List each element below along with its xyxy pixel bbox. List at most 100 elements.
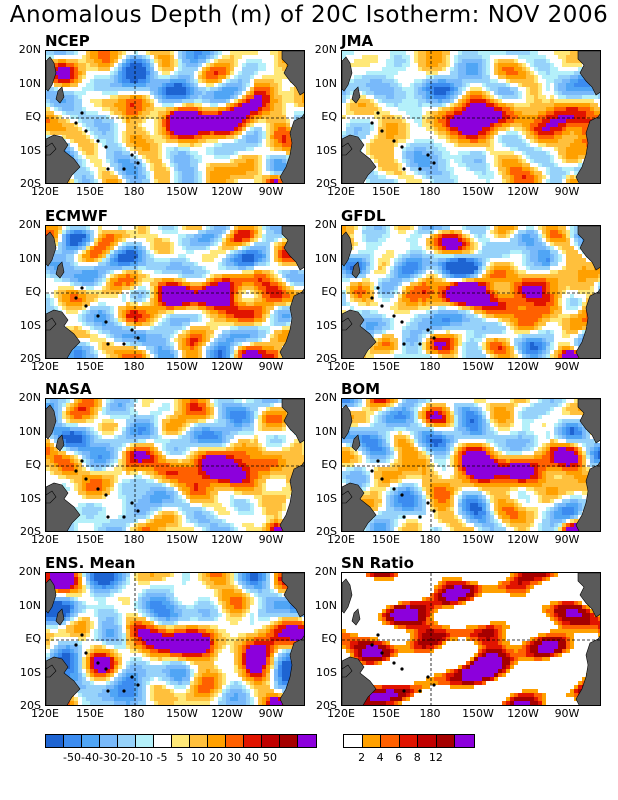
land-mass	[342, 56, 353, 92]
land-mass	[55, 434, 65, 452]
lon-tick-label: 150E	[76, 533, 104, 546]
colorbar-label: 10	[191, 751, 205, 764]
island	[136, 161, 140, 165]
colorbar-label: -5	[156, 751, 168, 764]
lon-tick-label: 150E	[372, 185, 400, 198]
lat-tick-label: 20N	[314, 391, 337, 404]
lat-tick-label: 10N	[18, 598, 41, 612]
lat-tick-label: 10N	[18, 76, 41, 90]
colorbar-swatch	[64, 735, 82, 747]
heatmap-field	[342, 226, 600, 358]
island	[418, 342, 422, 346]
island	[74, 469, 78, 473]
lon-tick-label: 90W	[258, 707, 284, 720]
lon-tick-label: 150E	[372, 360, 400, 373]
heatmap-field	[46, 573, 304, 705]
panel-title: BOM	[341, 380, 381, 398]
island	[432, 509, 436, 513]
colorbar-swatch	[298, 735, 316, 747]
lat-tick-label: 20N	[314, 565, 337, 578]
lon-tick-label: 120E	[327, 185, 355, 198]
colorbar-swatch	[436, 735, 456, 747]
colorbar-label: -20	[117, 751, 135, 764]
lon-tick-label: 120W	[507, 707, 539, 720]
island	[418, 167, 422, 171]
lon-tick-label: 150W	[462, 533, 494, 546]
land-mass	[55, 86, 65, 104]
lon-tick-label: 90W	[554, 707, 580, 720]
colorbar-swatch	[82, 735, 100, 747]
island	[432, 336, 436, 340]
land-mass	[575, 635, 600, 705]
lat-tick-label: 20S	[20, 525, 41, 538]
lon-tick-label: 180	[123, 360, 145, 373]
colorbar-swatch	[344, 735, 363, 747]
lon-tick-label: 150W	[166, 533, 198, 546]
lat-tick-label: 20N	[18, 391, 41, 404]
colorbar-label: 50	[263, 751, 277, 764]
lat-tick-label: 20S	[316, 699, 337, 712]
island	[106, 689, 110, 693]
island	[400, 493, 404, 497]
lat-tick-label: 20S	[316, 177, 337, 190]
lon-tick-label: 90W	[554, 185, 580, 198]
island	[418, 689, 422, 693]
island	[122, 515, 126, 519]
colorbar-label: 4	[376, 751, 384, 764]
lon-tick-label: 120E	[31, 707, 59, 720]
lon-tick-label: 150W	[462, 185, 494, 198]
lat-tick-label: 10N	[314, 76, 337, 90]
lat-tick-label: 10S	[316, 665, 337, 679]
land-mass	[281, 51, 304, 96]
lat-tick-label: 20N	[18, 565, 41, 578]
lat-tick-label: 20S	[20, 177, 41, 190]
colorbar-label: 40	[245, 751, 259, 764]
lat-tick-label: EQ	[25, 458, 41, 471]
lat-tick-label: 20S	[316, 525, 337, 538]
lon-tick-label: 120W	[211, 360, 243, 373]
land-mass	[46, 578, 57, 614]
lon-tick-label: 90W	[554, 360, 580, 373]
anomaly-colorbar	[45, 734, 317, 748]
island	[122, 342, 126, 346]
colorbar-swatch	[226, 735, 244, 747]
island	[392, 314, 396, 318]
island	[122, 167, 126, 171]
island	[426, 501, 430, 505]
colorbar-swatch	[46, 735, 64, 747]
colorbar-label: -40	[81, 751, 99, 764]
land-mass	[342, 490, 353, 504]
colorbar-swatch	[172, 735, 190, 747]
colorbar-swatch	[418, 735, 437, 747]
island	[106, 167, 110, 171]
panel-gfdl	[341, 225, 601, 359]
panel-ens-mean	[45, 572, 305, 706]
land-mass	[577, 573, 600, 618]
island	[400, 320, 404, 324]
lat-tick-label: 10N	[314, 424, 337, 438]
lon-tick-label: 120E	[31, 360, 59, 373]
colorbar-label: 30	[227, 751, 241, 764]
land-mass	[351, 86, 361, 104]
island	[84, 129, 88, 133]
island	[402, 689, 406, 693]
heatmap-field	[342, 51, 600, 183]
lat-tick-label: 20N	[18, 218, 41, 231]
colorbar-swatch	[154, 735, 172, 747]
land-mass	[46, 490, 57, 504]
colorbar-swatch	[100, 735, 118, 747]
panel-ecmwf	[45, 225, 305, 359]
colorbar-swatch	[280, 735, 298, 747]
land-mass	[46, 56, 57, 92]
lon-tick-label: 150E	[76, 360, 104, 373]
lon-tick-label: 180	[123, 533, 145, 546]
land-mass	[575, 288, 600, 358]
lon-tick-label: 120E	[327, 707, 355, 720]
lon-tick-label: 150W	[462, 707, 494, 720]
panel-ncep	[45, 50, 305, 184]
colorbar-swatch	[455, 735, 474, 747]
land-mass	[577, 51, 600, 96]
lat-tick-label: 10S	[316, 491, 337, 505]
lon-tick-label: 120E	[31, 533, 59, 546]
island	[426, 153, 430, 157]
